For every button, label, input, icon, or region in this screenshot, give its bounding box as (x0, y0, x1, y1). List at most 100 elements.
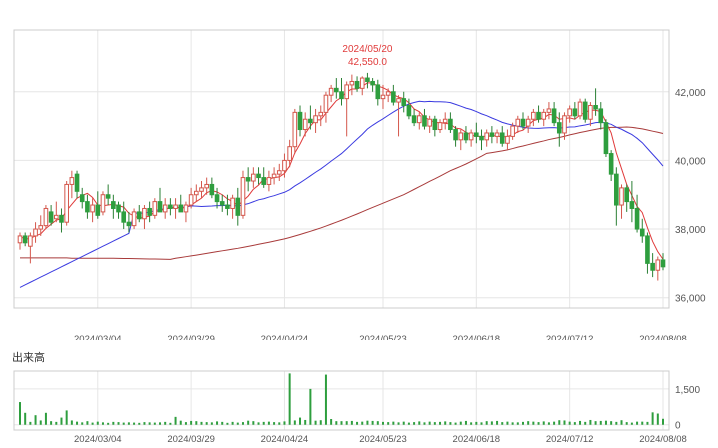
candle-body (541, 111, 547, 120)
volume-bar (506, 421, 509, 425)
volume-bar (205, 422, 208, 425)
candle-body (333, 87, 339, 93)
candle-body (582, 101, 588, 120)
volume-bar (630, 422, 633, 425)
price-x-tick-label: 2024/04/24 (261, 334, 309, 340)
candle-body (396, 98, 401, 103)
volume-bar (107, 422, 110, 425)
volume-bar (335, 421, 338, 425)
candle-body (660, 259, 666, 268)
price-y-tick-label: 36,000 (675, 294, 706, 305)
candle-body (199, 187, 204, 192)
candle-body (650, 262, 655, 271)
volume-bar (454, 422, 457, 425)
candle-body (209, 183, 215, 196)
candle-body (484, 132, 490, 141)
candle-body (261, 177, 267, 185)
candle-body (173, 204, 178, 209)
candle-body (126, 221, 132, 227)
volume-bar (620, 420, 623, 425)
candle-body (556, 122, 562, 134)
candle-body (572, 108, 578, 117)
volume-bar (433, 422, 436, 425)
volume-bar (558, 420, 561, 425)
volume-bar (625, 422, 628, 425)
volume-bar (293, 420, 296, 425)
candle-body (188, 194, 194, 206)
candle-body (380, 94, 386, 100)
volume-bar (599, 420, 602, 425)
volume-bar (537, 422, 540, 425)
candlesticks (17, 72, 666, 281)
candle-body (168, 204, 173, 209)
candle-body (131, 211, 137, 227)
volume-bar (241, 422, 244, 425)
volume-bar (610, 421, 613, 425)
candle-body (100, 194, 106, 213)
volume-bar (81, 422, 84, 425)
volume-bar (143, 422, 146, 425)
candle-body (147, 207, 152, 216)
volume-bar (159, 422, 162, 425)
volume-y-axis: 0 1,500 (675, 385, 700, 432)
candle-body (111, 201, 116, 209)
volume-bar (138, 422, 141, 425)
volume-bar (381, 421, 384, 425)
volume-bar (231, 421, 234, 425)
candle-body (17, 235, 23, 244)
volume-bar (350, 420, 353, 425)
volume-y-tick-label: 1,500 (675, 385, 700, 396)
volume-bar (210, 422, 213, 425)
candle-body (349, 80, 355, 86)
candle-body (292, 111, 298, 148)
volume-bar (532, 421, 535, 425)
volume-plot-frame (13, 370, 670, 431)
volume-bar (112, 421, 115, 425)
candle-body (359, 77, 365, 89)
volume-frame-border (13, 370, 670, 431)
volume-bar (662, 418, 664, 425)
price-plot-frame (13, 29, 670, 309)
volume-bar (651, 412, 654, 425)
volume-bar (148, 422, 151, 425)
volume-x-tick-label: 2024/08/08 (639, 434, 687, 445)
price-x-tick-label: 2024/08/08 (639, 334, 687, 340)
candle-body (344, 84, 350, 100)
candle-body (427, 118, 432, 127)
volume-bar (542, 421, 545, 425)
volume-bar (117, 422, 120, 425)
volume-bar (428, 421, 431, 425)
candle-body (53, 214, 59, 220)
volume-bar (361, 421, 364, 425)
candle-body (603, 122, 609, 155)
candle-body (339, 91, 344, 100)
volume-bar (262, 421, 265, 425)
candle-body (437, 122, 443, 131)
volume-bar (459, 421, 462, 425)
volume-bar (184, 422, 187, 425)
candle-body (401, 98, 407, 107)
volume-bar (19, 402, 21, 425)
candle-body (85, 201, 90, 213)
volume-y-tick-label: 0 (675, 421, 681, 432)
volume-x-tick-label: 2024/04/24 (261, 434, 309, 445)
candle-body (308, 118, 313, 124)
candle-body (567, 108, 572, 117)
candle-body (489, 132, 495, 137)
volume-bar (511, 422, 514, 425)
volume-bar (371, 420, 374, 425)
volume-bar (444, 421, 447, 425)
candle-body (365, 77, 370, 82)
price-x-tick-label: 2024/03/29 (167, 334, 215, 340)
volume-chart[interactable]: 01,500 2024/03/04 2024/03/29 2024/04/24 202… (0, 362, 718, 448)
price-y-axis: 42,000 40,000 38,000 36,000 (675, 88, 706, 305)
volume-bar (485, 421, 488, 425)
volume-bar (44, 412, 47, 425)
candle-body (318, 111, 324, 117)
candle-body (251, 173, 256, 182)
volume-bar (65, 410, 68, 425)
volume-bar (470, 422, 473, 425)
candle-body (453, 129, 458, 141)
volume-bar (392, 421, 395, 425)
